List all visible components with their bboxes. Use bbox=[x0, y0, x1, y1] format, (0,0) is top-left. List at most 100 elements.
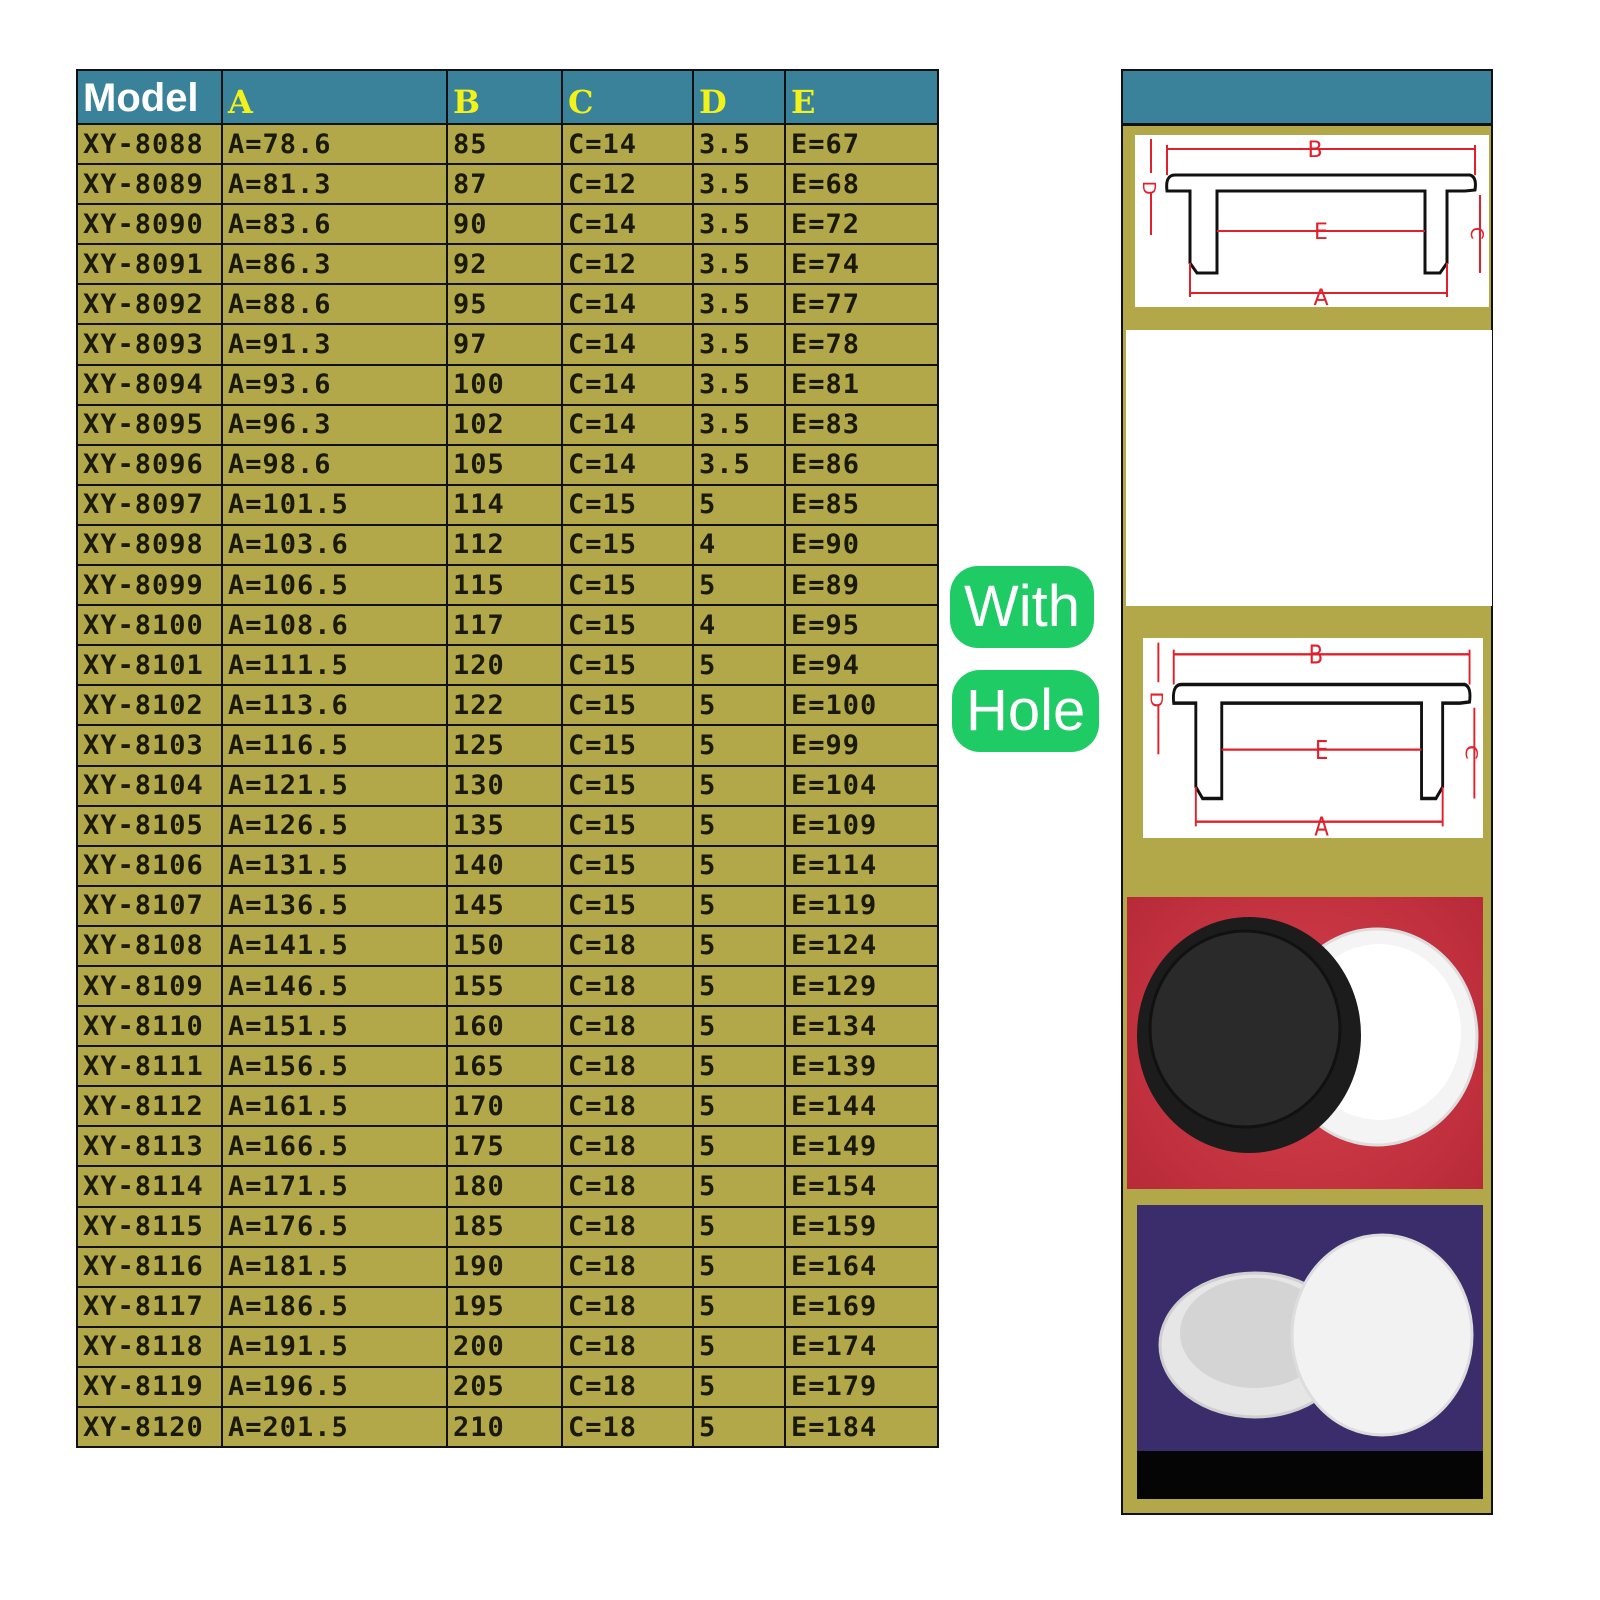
cell-c: C=18 bbox=[561, 1405, 694, 1449]
cell-d: 5 bbox=[692, 724, 786, 767]
cell-c: C=15 bbox=[561, 564, 694, 607]
cell-e: E=184 bbox=[784, 1405, 939, 1449]
cell-model: XY-8115 bbox=[76, 1205, 223, 1248]
cell-a: A=126.5 bbox=[221, 804, 448, 847]
label-c: C bbox=[1461, 745, 1482, 760]
cell-b: 90 bbox=[446, 203, 563, 246]
cell-b: 180 bbox=[446, 1165, 563, 1208]
cell-b: 145 bbox=[446, 884, 563, 927]
cell-a: A=181.5 bbox=[221, 1245, 448, 1288]
cap-profile bbox=[1165, 173, 1477, 275]
cell-a: A=161.5 bbox=[221, 1085, 448, 1128]
cell-d: 5 bbox=[692, 564, 786, 607]
cell-model: XY-8100 bbox=[76, 604, 223, 647]
table-row: XY-8093 A=91.3 97 C=14 3.5 E=78 bbox=[76, 323, 939, 366]
table-row: XY-8104 A=121.5 130 C=15 5 E=104 bbox=[76, 764, 939, 807]
cell-b: 117 bbox=[446, 604, 563, 647]
cell-c: C=14 bbox=[561, 323, 694, 366]
cell-d: 5 bbox=[692, 884, 786, 927]
cell-c: C=14 bbox=[561, 283, 694, 326]
cell-c: C=18 bbox=[561, 924, 694, 967]
cell-c: C=18 bbox=[561, 1285, 694, 1328]
cell-d: 3.5 bbox=[692, 323, 786, 366]
cell-model: XY-8109 bbox=[76, 964, 223, 1008]
cell-d: 5 bbox=[692, 1405, 786, 1449]
table-row: XY-8118 A=191.5 200 C=18 5 E=174 bbox=[76, 1325, 939, 1368]
header-b: B bbox=[446, 69, 563, 125]
table-row: XY-8092 A=88.6 95 C=14 3.5 E=77 bbox=[76, 283, 939, 326]
cell-a: A=131.5 bbox=[221, 844, 448, 887]
cell-a: A=88.6 bbox=[221, 283, 448, 326]
cell-b: 190 bbox=[446, 1245, 563, 1288]
spec-table: Model A B C D E XY-8088 A=78.6 85 C=14 3.5 E=… bbox=[76, 69, 939, 1449]
table-row: XY-8114 A=171.5 180 C=18 5 E=154 bbox=[76, 1165, 939, 1208]
cell-c: C=15 bbox=[561, 604, 694, 647]
cell-c: C=12 bbox=[561, 163, 694, 206]
cell-a: A=166.5 bbox=[221, 1125, 448, 1168]
cell-b: 155 bbox=[446, 964, 563, 1008]
cell-b: 97 bbox=[446, 323, 563, 366]
cell-d: 5 bbox=[692, 644, 786, 687]
cell-e: E=90 bbox=[784, 523, 939, 567]
cell-b: 140 bbox=[446, 844, 563, 887]
cell-d: 5 bbox=[692, 1125, 786, 1168]
blank-area bbox=[1126, 330, 1492, 606]
cell-e: E=114 bbox=[784, 844, 939, 887]
cell-c: C=15 bbox=[561, 724, 694, 767]
cell-a: A=83.6 bbox=[221, 203, 448, 246]
cell-model: XY-8098 bbox=[76, 523, 223, 567]
cell-model: XY-8106 bbox=[76, 844, 223, 887]
cell-a: A=141.5 bbox=[221, 924, 448, 967]
table-header-row: Model A B C D E bbox=[76, 69, 939, 125]
label-e: E bbox=[1315, 735, 1328, 766]
label-d: D bbox=[1146, 691, 1167, 707]
cell-c: C=18 bbox=[561, 1205, 694, 1248]
cell-e: E=109 bbox=[784, 804, 939, 847]
table-row: XY-8099 A=106.5 115 C=15 5 E=89 bbox=[76, 564, 939, 607]
cell-b: 200 bbox=[446, 1325, 563, 1368]
cell-c: C=15 bbox=[561, 644, 694, 687]
cell-c: C=12 bbox=[561, 243, 694, 286]
cell-model: XY-8089 bbox=[76, 163, 223, 206]
table-row: XY-8120 A=201.5 210 C=18 5 E=184 bbox=[76, 1405, 939, 1449]
table-row: XY-8088 A=78.6 85 C=14 3.5 E=67 bbox=[76, 122, 939, 166]
cell-model: XY-8093 bbox=[76, 323, 223, 366]
cell-b: 175 bbox=[446, 1125, 563, 1168]
cell-b: 105 bbox=[446, 443, 563, 486]
cell-d: 5 bbox=[692, 764, 786, 807]
table-row: XY-8101 A=111.5 120 C=15 5 E=94 bbox=[76, 644, 939, 687]
cell-d: 3.5 bbox=[692, 163, 786, 206]
cell-e: E=164 bbox=[784, 1245, 939, 1288]
cell-model: XY-8102 bbox=[76, 684, 223, 727]
cell-model: XY-8095 bbox=[76, 403, 223, 446]
cell-a: A=86.3 bbox=[221, 243, 448, 286]
cell-model: XY-8113 bbox=[76, 1125, 223, 1168]
cell-e: E=169 bbox=[784, 1285, 939, 1328]
cell-d: 5 bbox=[692, 1325, 786, 1368]
cell-d: 3.5 bbox=[692, 363, 786, 406]
cell-a: A=116.5 bbox=[221, 724, 448, 767]
cell-e: E=85 bbox=[784, 483, 939, 526]
cell-model: XY-8103 bbox=[76, 724, 223, 767]
cell-e: E=68 bbox=[784, 163, 939, 206]
cell-model: XY-8119 bbox=[76, 1365, 223, 1409]
table-row: XY-8113 A=166.5 175 C=18 5 E=149 bbox=[76, 1125, 939, 1168]
cell-model: XY-8111 bbox=[76, 1045, 223, 1088]
cell-d: 3.5 bbox=[692, 243, 786, 286]
cell-a: A=156.5 bbox=[221, 1045, 448, 1088]
cell-a: A=108.6 bbox=[221, 604, 448, 647]
cell-a: A=151.5 bbox=[221, 1005, 448, 1048]
table-row: XY-8103 A=116.5 125 C=15 5 E=99 bbox=[76, 724, 939, 767]
cell-d: 5 bbox=[692, 1165, 786, 1208]
cell-c: C=14 bbox=[561, 403, 694, 446]
cell-c: C=18 bbox=[561, 1325, 694, 1368]
cell-a: A=113.6 bbox=[221, 684, 448, 727]
cell-c: C=15 bbox=[561, 523, 694, 567]
cell-a: A=196.5 bbox=[221, 1365, 448, 1409]
cell-b: 115 bbox=[446, 564, 563, 607]
cell-b: 114 bbox=[446, 483, 563, 526]
cell-e: E=77 bbox=[784, 283, 939, 326]
cell-c: C=15 bbox=[561, 804, 694, 847]
cell-b: 112 bbox=[446, 523, 563, 567]
cell-a: A=93.6 bbox=[221, 363, 448, 406]
